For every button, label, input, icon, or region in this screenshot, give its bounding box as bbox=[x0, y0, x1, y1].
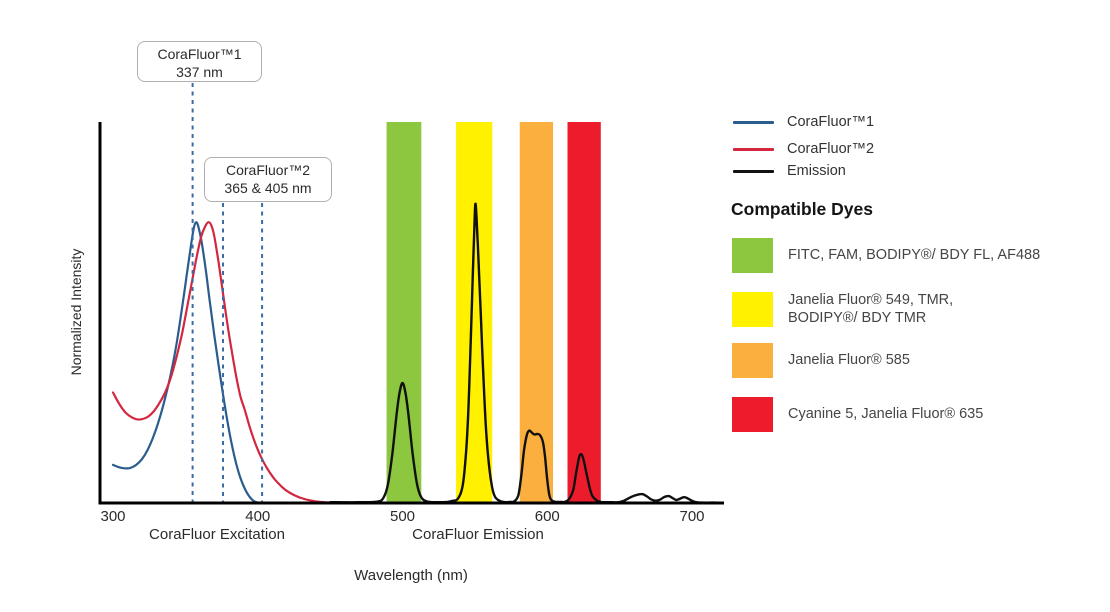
spectrum-curve bbox=[111, 221, 264, 505]
annotation-corafluor2-value: 365 & 405 nm bbox=[224, 180, 312, 197]
compatible-dyes-heading: Compatible Dyes bbox=[731, 199, 873, 219]
x-tick-label: 500 bbox=[390, 508, 415, 525]
legend-item-corafluor1: CoraFluor™1 bbox=[733, 113, 874, 131]
dye-item-green: FITC, FAM, BODIPY®/ BDY FL, AF488 bbox=[732, 238, 1040, 273]
spectra-chart: 300 400 500 600 700 bbox=[98, 83, 724, 525]
spectrum-curve bbox=[111, 221, 343, 505]
x-section-label-excitation: CoraFluor Excitation bbox=[149, 526, 285, 543]
x-tick-label: 400 bbox=[245, 508, 270, 525]
dye-item-orange: Janelia Fluor® 585 bbox=[732, 343, 910, 378]
legend-label: CoraFluor™2 bbox=[787, 141, 875, 157]
annotation-corafluor2: CoraFluor™2 365 & 405 nm bbox=[204, 157, 332, 202]
dye-label: FITC, FAM, BODIPY®/ BDY FL, AF488 bbox=[788, 247, 1041, 264]
annotation-corafluor1-value: 337 nm bbox=[176, 64, 223, 81]
legend-line-swatch bbox=[733, 147, 774, 151]
legend-label: Emission bbox=[787, 163, 846, 179]
dye-label: Janelia Fluor® 585 bbox=[788, 352, 910, 369]
y-axis-label: Normalized Intensity bbox=[68, 248, 84, 376]
dye-item-red: Cyanine 5, Janelia Fluor® 635 bbox=[732, 397, 983, 432]
annotation-corafluor2-title: CoraFluor™2 bbox=[225, 162, 311, 178]
dye-color-swatch bbox=[732, 397, 773, 432]
legend-item-emission: Emission bbox=[733, 162, 846, 180]
annotation-corafluor1: CoraFluor™1 337 nm bbox=[137, 41, 262, 82]
x-tick-label: 600 bbox=[535, 508, 560, 525]
legend-label: CoraFluor™1 bbox=[787, 114, 875, 130]
dye-color-swatch bbox=[732, 291, 773, 327]
dye-item-yellow: Janelia Fluor® 549, TMR, BODIPY®/ BDY TM… bbox=[732, 291, 953, 327]
dye-color-swatch bbox=[732, 343, 773, 378]
x-section-label-emission: CoraFluor Emission bbox=[412, 526, 544, 543]
dye-label: Janelia Fluor® 549, TMR, BODIPY®/ BDY TM… bbox=[788, 292, 954, 327]
dye-label: Cyanine 5, Janelia Fluor® 635 bbox=[788, 406, 984, 423]
x-tick-label: 300 bbox=[100, 508, 125, 525]
legend-line-swatch bbox=[733, 120, 774, 124]
x-tick-label: 700 bbox=[679, 508, 704, 525]
dye-color-swatch bbox=[732, 238, 773, 273]
filter-band bbox=[567, 122, 601, 503]
legend-item-corafluor2: CoraFluor™2 bbox=[733, 140, 874, 158]
x-axis-label: Wavelength (nm) bbox=[354, 567, 468, 584]
legend-line-swatch bbox=[733, 169, 774, 173]
annotation-corafluor1-title: CoraFluor™1 bbox=[157, 46, 242, 62]
filter-band bbox=[386, 122, 422, 503]
